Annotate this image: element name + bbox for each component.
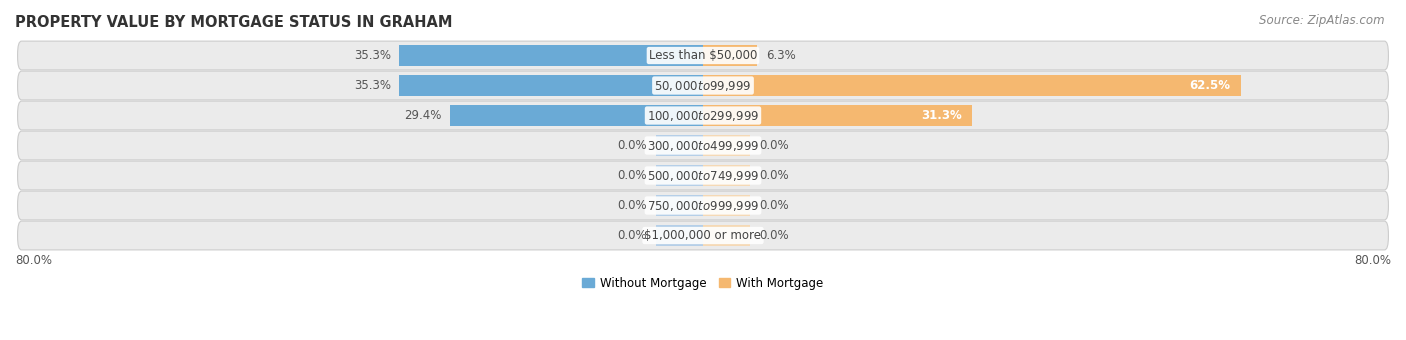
FancyBboxPatch shape xyxy=(18,161,1388,190)
Bar xyxy=(703,45,758,66)
Bar xyxy=(655,225,703,246)
FancyBboxPatch shape xyxy=(18,41,1388,70)
FancyBboxPatch shape xyxy=(18,221,1388,250)
Text: 0.0%: 0.0% xyxy=(759,199,789,212)
Text: 0.0%: 0.0% xyxy=(759,169,789,182)
Text: 0.0%: 0.0% xyxy=(617,199,647,212)
Bar xyxy=(703,165,751,186)
Text: Source: ZipAtlas.com: Source: ZipAtlas.com xyxy=(1260,14,1385,27)
FancyBboxPatch shape xyxy=(18,131,1388,160)
Text: 31.3%: 31.3% xyxy=(921,109,962,122)
Text: PROPERTY VALUE BY MORTGAGE STATUS IN GRAHAM: PROPERTY VALUE BY MORTGAGE STATUS IN GRA… xyxy=(15,15,453,30)
Bar xyxy=(399,75,703,96)
Bar xyxy=(703,195,751,216)
Text: 35.3%: 35.3% xyxy=(354,79,391,92)
Bar xyxy=(703,105,972,126)
FancyBboxPatch shape xyxy=(18,101,1388,130)
Text: 0.0%: 0.0% xyxy=(617,169,647,182)
Text: $100,000 to $299,999: $100,000 to $299,999 xyxy=(647,108,759,122)
Bar xyxy=(450,105,703,126)
Text: $750,000 to $999,999: $750,000 to $999,999 xyxy=(647,199,759,212)
Text: 6.3%: 6.3% xyxy=(766,49,796,62)
Bar xyxy=(655,195,703,216)
Text: 80.0%: 80.0% xyxy=(1354,254,1391,267)
FancyBboxPatch shape xyxy=(18,71,1388,100)
Text: Less than $50,000: Less than $50,000 xyxy=(648,49,758,62)
FancyBboxPatch shape xyxy=(18,191,1388,220)
Text: $300,000 to $499,999: $300,000 to $499,999 xyxy=(647,138,759,153)
Text: 0.0%: 0.0% xyxy=(759,229,789,242)
Bar xyxy=(703,75,1240,96)
Legend: Without Mortgage, With Mortgage: Without Mortgage, With Mortgage xyxy=(578,272,828,294)
Bar xyxy=(703,135,751,156)
Bar xyxy=(399,45,703,66)
Text: 0.0%: 0.0% xyxy=(759,139,789,152)
Text: $500,000 to $749,999: $500,000 to $749,999 xyxy=(647,169,759,183)
Text: 0.0%: 0.0% xyxy=(617,139,647,152)
Text: 80.0%: 80.0% xyxy=(15,254,52,267)
Bar xyxy=(655,165,703,186)
Bar xyxy=(655,135,703,156)
Text: 62.5%: 62.5% xyxy=(1189,79,1230,92)
Bar xyxy=(703,225,751,246)
Text: $50,000 to $99,999: $50,000 to $99,999 xyxy=(654,79,752,92)
Text: 29.4%: 29.4% xyxy=(404,109,441,122)
Text: 0.0%: 0.0% xyxy=(617,229,647,242)
Text: $1,000,000 or more: $1,000,000 or more xyxy=(644,229,762,242)
Text: 35.3%: 35.3% xyxy=(354,49,391,62)
